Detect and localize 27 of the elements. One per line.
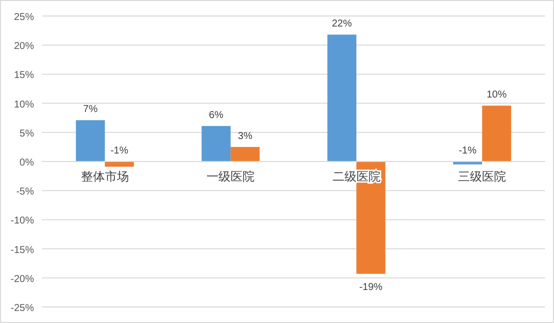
y-tick-label: 20%: [14, 41, 34, 52]
x-tick-label: 整体市场: [80, 170, 129, 184]
y-tick-label: 15%: [14, 70, 34, 82]
data-label: -1%: [110, 146, 128, 156]
data-label: -1%: [458, 146, 477, 156]
bar: [76, 120, 105, 162]
x-tick-label: 一级医院: [206, 170, 255, 184]
y-tick-label: 0%: [20, 158, 34, 168]
y-tick-label: 25%: [14, 12, 34, 23]
x-tick-label: 三级医院: [458, 170, 506, 184]
data-label: 6%: [208, 110, 224, 121]
bar: [327, 34, 356, 162]
data-label: 22%: [332, 18, 352, 30]
y-tick-label: -25%: [10, 303, 34, 314]
y-tick-label: 5%: [20, 128, 34, 140]
data-label: 10%: [486, 90, 507, 101]
y-tick-label: 10%: [14, 99, 34, 110]
bar: [202, 126, 231, 162]
y-tick-label: -20%: [10, 274, 34, 285]
bar: [482, 106, 512, 162]
data-label: -19%: [359, 282, 383, 293]
y-tick-label: -5%: [16, 186, 34, 198]
y-tick-label: -15%: [10, 244, 34, 256]
y-tick-label: -10%: [10, 216, 34, 227]
bar: [230, 146, 260, 162]
data-label: 7%: [83, 104, 98, 116]
data-label: 3%: [238, 130, 252, 142]
